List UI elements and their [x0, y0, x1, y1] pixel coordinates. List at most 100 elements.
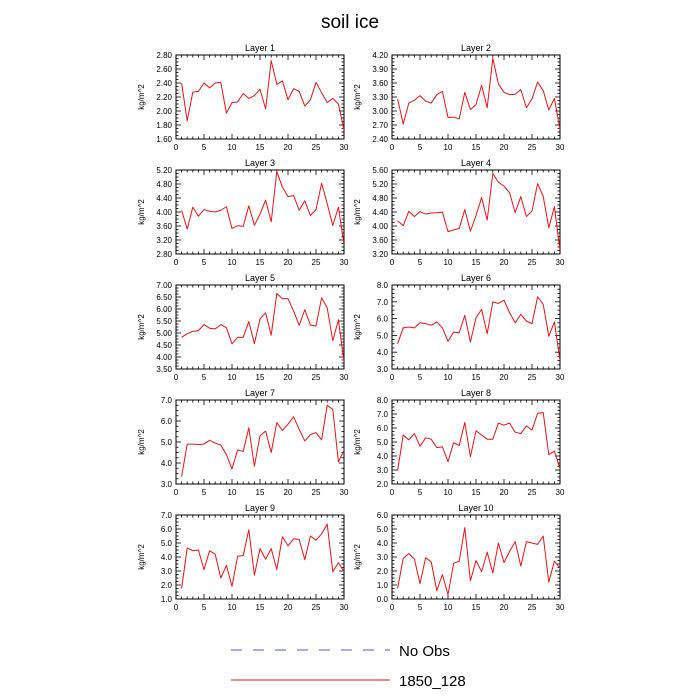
x-tick-label: 5: [202, 373, 207, 382]
x-tick-label: 30: [556, 143, 565, 152]
y-tick-label: 3.50: [156, 365, 172, 374]
panel-layer-6: Layer 6 kg/m^2 0 5 10 15 20 25 30 3.0 4.0 5.0 6.0 7.0…: [353, 273, 565, 382]
y-axis-label: kg/m^2: [137, 314, 146, 340]
x-tick-label: 10: [444, 258, 453, 267]
panel-title: Layer 3: [245, 158, 275, 168]
panel-title: Layer 8: [461, 388, 491, 398]
y-axis-label: kg/m^2: [353, 199, 362, 225]
y-tick-label: 6.0: [377, 315, 389, 324]
x-tick-label: 5: [418, 258, 423, 267]
y-tick-label: 6.0: [161, 417, 173, 426]
y-tick-label: 4.0: [377, 539, 389, 548]
x-tick-label: 0: [174, 373, 179, 382]
y-tick-label: 3.90: [372, 65, 388, 74]
y-tick-label: 3.00: [372, 107, 388, 116]
x-tick-label: 10: [228, 373, 237, 382]
x-tick-label: 25: [528, 143, 537, 152]
y-tick-label: 1.60: [156, 135, 172, 144]
y-tick-label: 5.20: [156, 166, 172, 175]
series-line-1850-128: [181, 523, 344, 589]
plot-frame: [391, 399, 561, 485]
y-tick-label: 7.0: [377, 298, 389, 307]
x-tick-label: 0: [390, 603, 395, 612]
panel-title: Layer 5: [245, 273, 275, 283]
panel-title: Layer 7: [245, 388, 275, 398]
x-tick-label: 10: [228, 603, 237, 612]
x-tick-label: 5: [418, 603, 423, 612]
x-tick-label: 10: [444, 603, 453, 612]
y-tick-label: 4.0: [161, 459, 173, 468]
y-axis-label: kg/m^2: [137, 429, 146, 455]
x-tick-label: 15: [256, 373, 265, 382]
x-tick-label: 25: [528, 373, 537, 382]
y-tick-label: 5.0: [377, 525, 389, 534]
x-tick-label: 30: [340, 258, 349, 267]
y-tick-label: 4.0: [161, 553, 173, 562]
x-tick-label: 15: [256, 143, 265, 152]
y-tick-label: 3.0: [377, 365, 389, 374]
y-tick-label: 6.00: [156, 305, 172, 314]
y-axis-label: kg/m^2: [353, 314, 362, 340]
panel-title: Layer 2: [461, 43, 491, 53]
y-tick-label: 5.50: [156, 317, 172, 326]
y-tick-label: 2.60: [156, 65, 172, 74]
legend-label-1850-128: 1850_128: [399, 673, 466, 690]
x-tick-label: 0: [174, 603, 179, 612]
y-axis-label: kg/m^2: [353, 84, 362, 110]
x-tick-label: 20: [500, 373, 509, 382]
plot-frame: [391, 54, 561, 140]
panel-title: Layer 1: [245, 43, 275, 53]
panel-layer-2: Layer 2 kg/m^2 0 5 10 15 20 25 30 2.40 2.70 3.00 3.3…: [353, 43, 565, 152]
panel-layer-3: Layer 3 kg/m^2 0 5 10 15 20 25 30 2.80 3.20 3.60 4.0…: [137, 158, 349, 267]
x-tick-label: 5: [202, 603, 207, 612]
series-line-1850-128: [181, 404, 344, 477]
plot-frame: [391, 284, 561, 370]
x-tick-label: 25: [312, 258, 321, 267]
y-tick-label: 6.0: [377, 424, 389, 433]
y-tick-label: 0.0: [377, 595, 389, 604]
y-tick-label: 3.0: [161, 567, 173, 576]
x-tick-label: 5: [202, 488, 207, 497]
x-tick-label: 15: [256, 603, 265, 612]
y-tick-label: 5.0: [161, 539, 173, 548]
x-tick-label: 30: [340, 373, 349, 382]
panel-layer-4: Layer 4 kg/m^2 0 5 10 15 20 25 30 3.20 3.60 4.00 4.4…: [353, 158, 565, 267]
y-tick-label: 4.80: [156, 180, 172, 189]
x-tick-label: 5: [418, 143, 423, 152]
legend-label-no-obs: No Obs: [399, 643, 450, 660]
series-line-1850-128: [397, 57, 560, 130]
plot-frame: [175, 54, 345, 140]
x-tick-label: 30: [340, 488, 349, 497]
x-tick-label: 20: [284, 373, 293, 382]
y-tick-label: 1.0: [161, 595, 173, 604]
x-tick-label: 5: [418, 488, 423, 497]
y-tick-label: 5.60: [372, 166, 388, 175]
y-tick-label: 2.70: [372, 121, 388, 130]
series-line-1850-128: [181, 60, 344, 131]
panel-layer-1: Layer 1 kg/m^2 0 5 10 15 20 25 30 1.60 1.80 2.00 2.2…: [137, 43, 349, 152]
y-tick-label: 7.0: [161, 511, 173, 520]
x-tick-label: 15: [256, 258, 265, 267]
x-tick-label: 25: [528, 488, 537, 497]
series-line-1850-128: [397, 173, 560, 251]
x-tick-label: 30: [556, 373, 565, 382]
x-tick-label: 25: [312, 143, 321, 152]
y-tick-label: 7.0: [161, 396, 173, 405]
y-axis-label: kg/m^2: [137, 199, 146, 225]
chart-title: soil ice: [321, 12, 379, 33]
y-tick-label: 3.60: [156, 222, 172, 231]
x-tick-label: 10: [228, 258, 237, 267]
panel-title: Layer 6: [461, 273, 491, 283]
plot-frame: [175, 399, 345, 485]
panel-title: Layer 9: [245, 503, 275, 513]
y-tick-label: 6.0: [377, 511, 389, 520]
x-tick-label: 15: [256, 488, 265, 497]
plot-frame: [391, 514, 561, 600]
plot-frame: [175, 514, 345, 600]
y-tick-label: 5.20: [372, 180, 388, 189]
x-tick-label: 30: [340, 143, 349, 152]
x-tick-label: 20: [284, 488, 293, 497]
x-tick-label: 5: [418, 373, 423, 382]
y-tick-label: 3.0: [377, 466, 389, 475]
